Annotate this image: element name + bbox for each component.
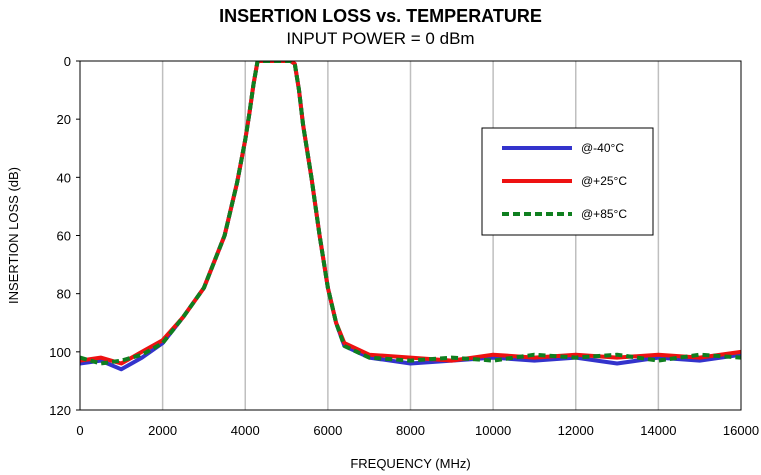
x-tick-label: 2000 <box>148 423 177 438</box>
y-tick-label: 20 <box>57 112 71 127</box>
axis-ticks: 0 2000 4000 6000 8000 10000 12000 14000 16000 0 20… <box>49 54 759 438</box>
legend-label-3: @+85°C <box>581 207 627 221</box>
y-tick-label: 100 <box>49 345 71 360</box>
legend-label-1: @-40°C <box>581 141 624 155</box>
series-line-3 <box>80 61 741 366</box>
x-tick-label: 4000 <box>231 423 260 438</box>
legend-label-2: @+25°C <box>581 174 627 188</box>
chart-subtitle: INPUT POWER = 0 dBm <box>286 29 475 48</box>
x-tick-label: 16000 <box>723 423 759 438</box>
x-tick-label: 0 <box>76 423 83 438</box>
y-tick-label: 60 <box>57 229 71 244</box>
x-tick-label: 14000 <box>640 423 676 438</box>
x-tick-label: 6000 <box>313 423 342 438</box>
x-tick-label: 10000 <box>475 423 511 438</box>
series-layer <box>80 61 741 372</box>
y-tick-label: 120 <box>49 403 71 418</box>
y-tick-label: 40 <box>57 170 71 185</box>
chart-title: INSERTION LOSS vs. TEMPERATURE <box>219 6 542 26</box>
x-tick-label: 12000 <box>558 423 594 438</box>
x-axis-label: FREQUENCY (MHz) <box>350 456 470 471</box>
legend: @-40°C @+25°C @+85°C <box>481 127 654 236</box>
x-tick-label: 8000 <box>396 423 425 438</box>
y-tick-label: 80 <box>57 287 71 302</box>
y-axis-label: INSERTION LOSS (dB) <box>6 167 21 304</box>
y-tick-label: 0 <box>64 54 71 69</box>
